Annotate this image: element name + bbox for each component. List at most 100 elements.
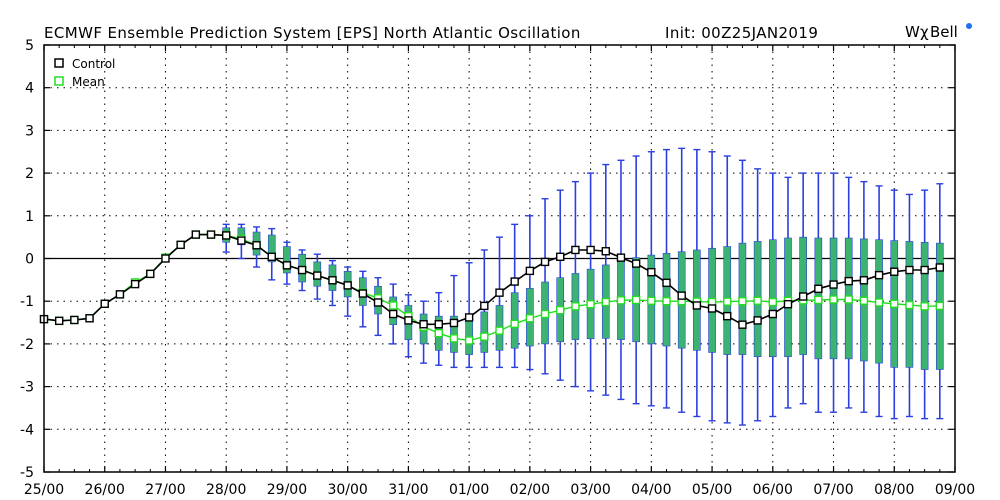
- point-mean: [662, 297, 671, 306]
- x-tick-label: 01/00: [449, 482, 489, 498]
- point-mean: [768, 297, 777, 307]
- point-control: [723, 311, 732, 321]
- init-label: Init: 00Z25JAN2019: [665, 24, 818, 42]
- point-mean: [495, 326, 504, 335]
- point-mean: [647, 296, 656, 305]
- point-control: [176, 240, 185, 250]
- point-control: [146, 269, 155, 279]
- legend: Control Mean: [54, 57, 115, 89]
- y-tick-label: -5: [20, 465, 34, 481]
- point-control: [890, 267, 899, 276]
- point-control: [631, 259, 641, 268]
- point-mean: [540, 309, 550, 319]
- point-control: [313, 271, 322, 280]
- x-tick-label: 26/00: [85, 482, 125, 498]
- point-control: [768, 309, 777, 319]
- point-mean: [723, 297, 732, 306]
- point-mean: [556, 305, 565, 315]
- brand-suffix: Bell: [930, 23, 958, 41]
- legend-control-marker: [54, 58, 64, 68]
- x-tick-label: 28/00: [206, 482, 246, 498]
- legend-mean-label: Mean: [72, 75, 105, 89]
- point-mean: [905, 300, 914, 310]
- point-control: [389, 309, 398, 319]
- point-control: [267, 252, 276, 261]
- point-control: [510, 277, 519, 286]
- point-control: [252, 241, 261, 250]
- point-control: [905, 265, 914, 275]
- point-control: [692, 301, 702, 310]
- point-control: [783, 299, 793, 309]
- point-control: [464, 313, 474, 322]
- point-control: [434, 320, 443, 329]
- y-tick-label: -1: [20, 294, 34, 310]
- y-tick-label: -2: [20, 337, 34, 353]
- point-control: [586, 245, 595, 255]
- point-control: [282, 261, 292, 270]
- point-control: [419, 320, 428, 329]
- point-control: [328, 276, 337, 285]
- point-control: [495, 288, 504, 297]
- point-control: [707, 304, 717, 313]
- point-mean: [874, 298, 884, 307]
- x-tick-label: 09/00: [935, 482, 975, 498]
- point-mean: [844, 295, 853, 304]
- series: [39, 230, 945, 345]
- y-tick-label: 0: [25, 252, 34, 268]
- brand-chi: χ: [920, 23, 929, 41]
- x-tick-label: 30/00: [327, 482, 367, 498]
- point-mean: [814, 295, 823, 305]
- x-tick-label: 08/00: [874, 482, 914, 498]
- point-mean: [631, 295, 641, 305]
- spread-box: [283, 246, 291, 274]
- point-mean: [920, 302, 929, 311]
- point-control: [616, 253, 626, 262]
- point-mean: [510, 319, 519, 329]
- point-mean: [753, 296, 762, 305]
- point-mean: [480, 332, 489, 341]
- y-tick-label: 1: [25, 209, 34, 225]
- brand-dot: [966, 23, 972, 29]
- point-mean: [586, 299, 595, 309]
- point-control: [935, 263, 945, 272]
- point-mean: [859, 296, 869, 305]
- point-control: [556, 252, 565, 261]
- point-control: [814, 284, 823, 294]
- point-mean: [434, 329, 443, 338]
- point-control: [115, 290, 125, 299]
- point-control: [480, 301, 489, 311]
- chart-title: ECMWF Ensemble Prediction System [EPS] N…: [44, 24, 581, 42]
- point-control: [206, 230, 216, 239]
- x-tick-label: 29/00: [267, 482, 307, 498]
- x-tick-label: 31/00: [388, 482, 428, 498]
- y-tick-label: 3: [25, 123, 34, 139]
- point-control: [601, 247, 610, 256]
- y-tick-label: -3: [20, 380, 34, 396]
- point-control: [54, 316, 64, 326]
- point-control: [920, 265, 929, 275]
- point-control: [677, 291, 686, 300]
- point-control: [829, 280, 838, 289]
- point-mean: [935, 301, 945, 311]
- point-control: [85, 314, 94, 323]
- x-tick-label: 25/00: [24, 482, 64, 498]
- point-control: [100, 299, 109, 308]
- point-control: [738, 320, 747, 329]
- x-tick-label: 04/00: [631, 482, 671, 498]
- point-control: [130, 279, 140, 289]
- x-tick-label: 02/00: [510, 482, 550, 498]
- legend-mean-marker: [54, 76, 64, 86]
- point-control: [449, 318, 459, 328]
- x-tick-label: 03/00: [570, 482, 610, 498]
- y-tick-label: 2: [25, 166, 34, 182]
- point-control: [525, 266, 535, 276]
- point-mean: [738, 297, 747, 306]
- point-mean: [890, 299, 899, 308]
- point-control: [221, 231, 231, 240]
- x-tick-label: 05/00: [692, 482, 732, 498]
- point-mean: [525, 314, 535, 323]
- point-control: [662, 278, 671, 288]
- point-control: [798, 292, 808, 301]
- y-tick-label: 4: [25, 81, 34, 97]
